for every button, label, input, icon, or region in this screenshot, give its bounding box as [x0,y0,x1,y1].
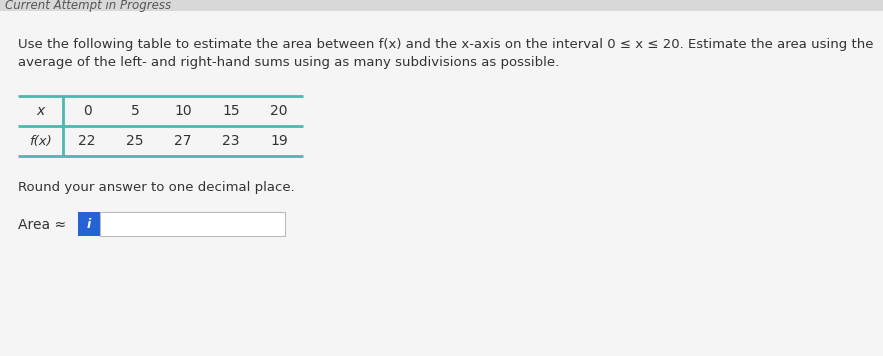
Text: 22: 22 [79,134,95,148]
FancyBboxPatch shape [78,212,100,236]
Text: 0: 0 [83,104,91,118]
Text: 23: 23 [223,134,240,148]
Text: 15: 15 [223,104,240,118]
Text: average of the left- and right-hand sums using as many subdivisions as possible.: average of the left- and right-hand sums… [18,56,559,69]
FancyBboxPatch shape [0,0,883,11]
Text: i: i [87,218,91,230]
Text: Current Attempt in Progress: Current Attempt in Progress [5,0,171,11]
Text: 20: 20 [270,104,288,118]
Text: 5: 5 [131,104,140,118]
Text: Round your answer to one decimal place.: Round your answer to one decimal place. [18,181,295,194]
Text: x: x [36,104,45,118]
Text: Area ≈: Area ≈ [18,218,66,232]
FancyBboxPatch shape [100,212,285,236]
Text: Use the following table to estimate the area between f(x) and the x-axis on the : Use the following table to estimate the … [18,38,873,51]
Text: 27: 27 [174,134,192,148]
Text: 25: 25 [126,134,144,148]
Text: 19: 19 [270,134,288,148]
Text: f(x): f(x) [29,135,52,147]
Text: 10: 10 [174,104,192,118]
